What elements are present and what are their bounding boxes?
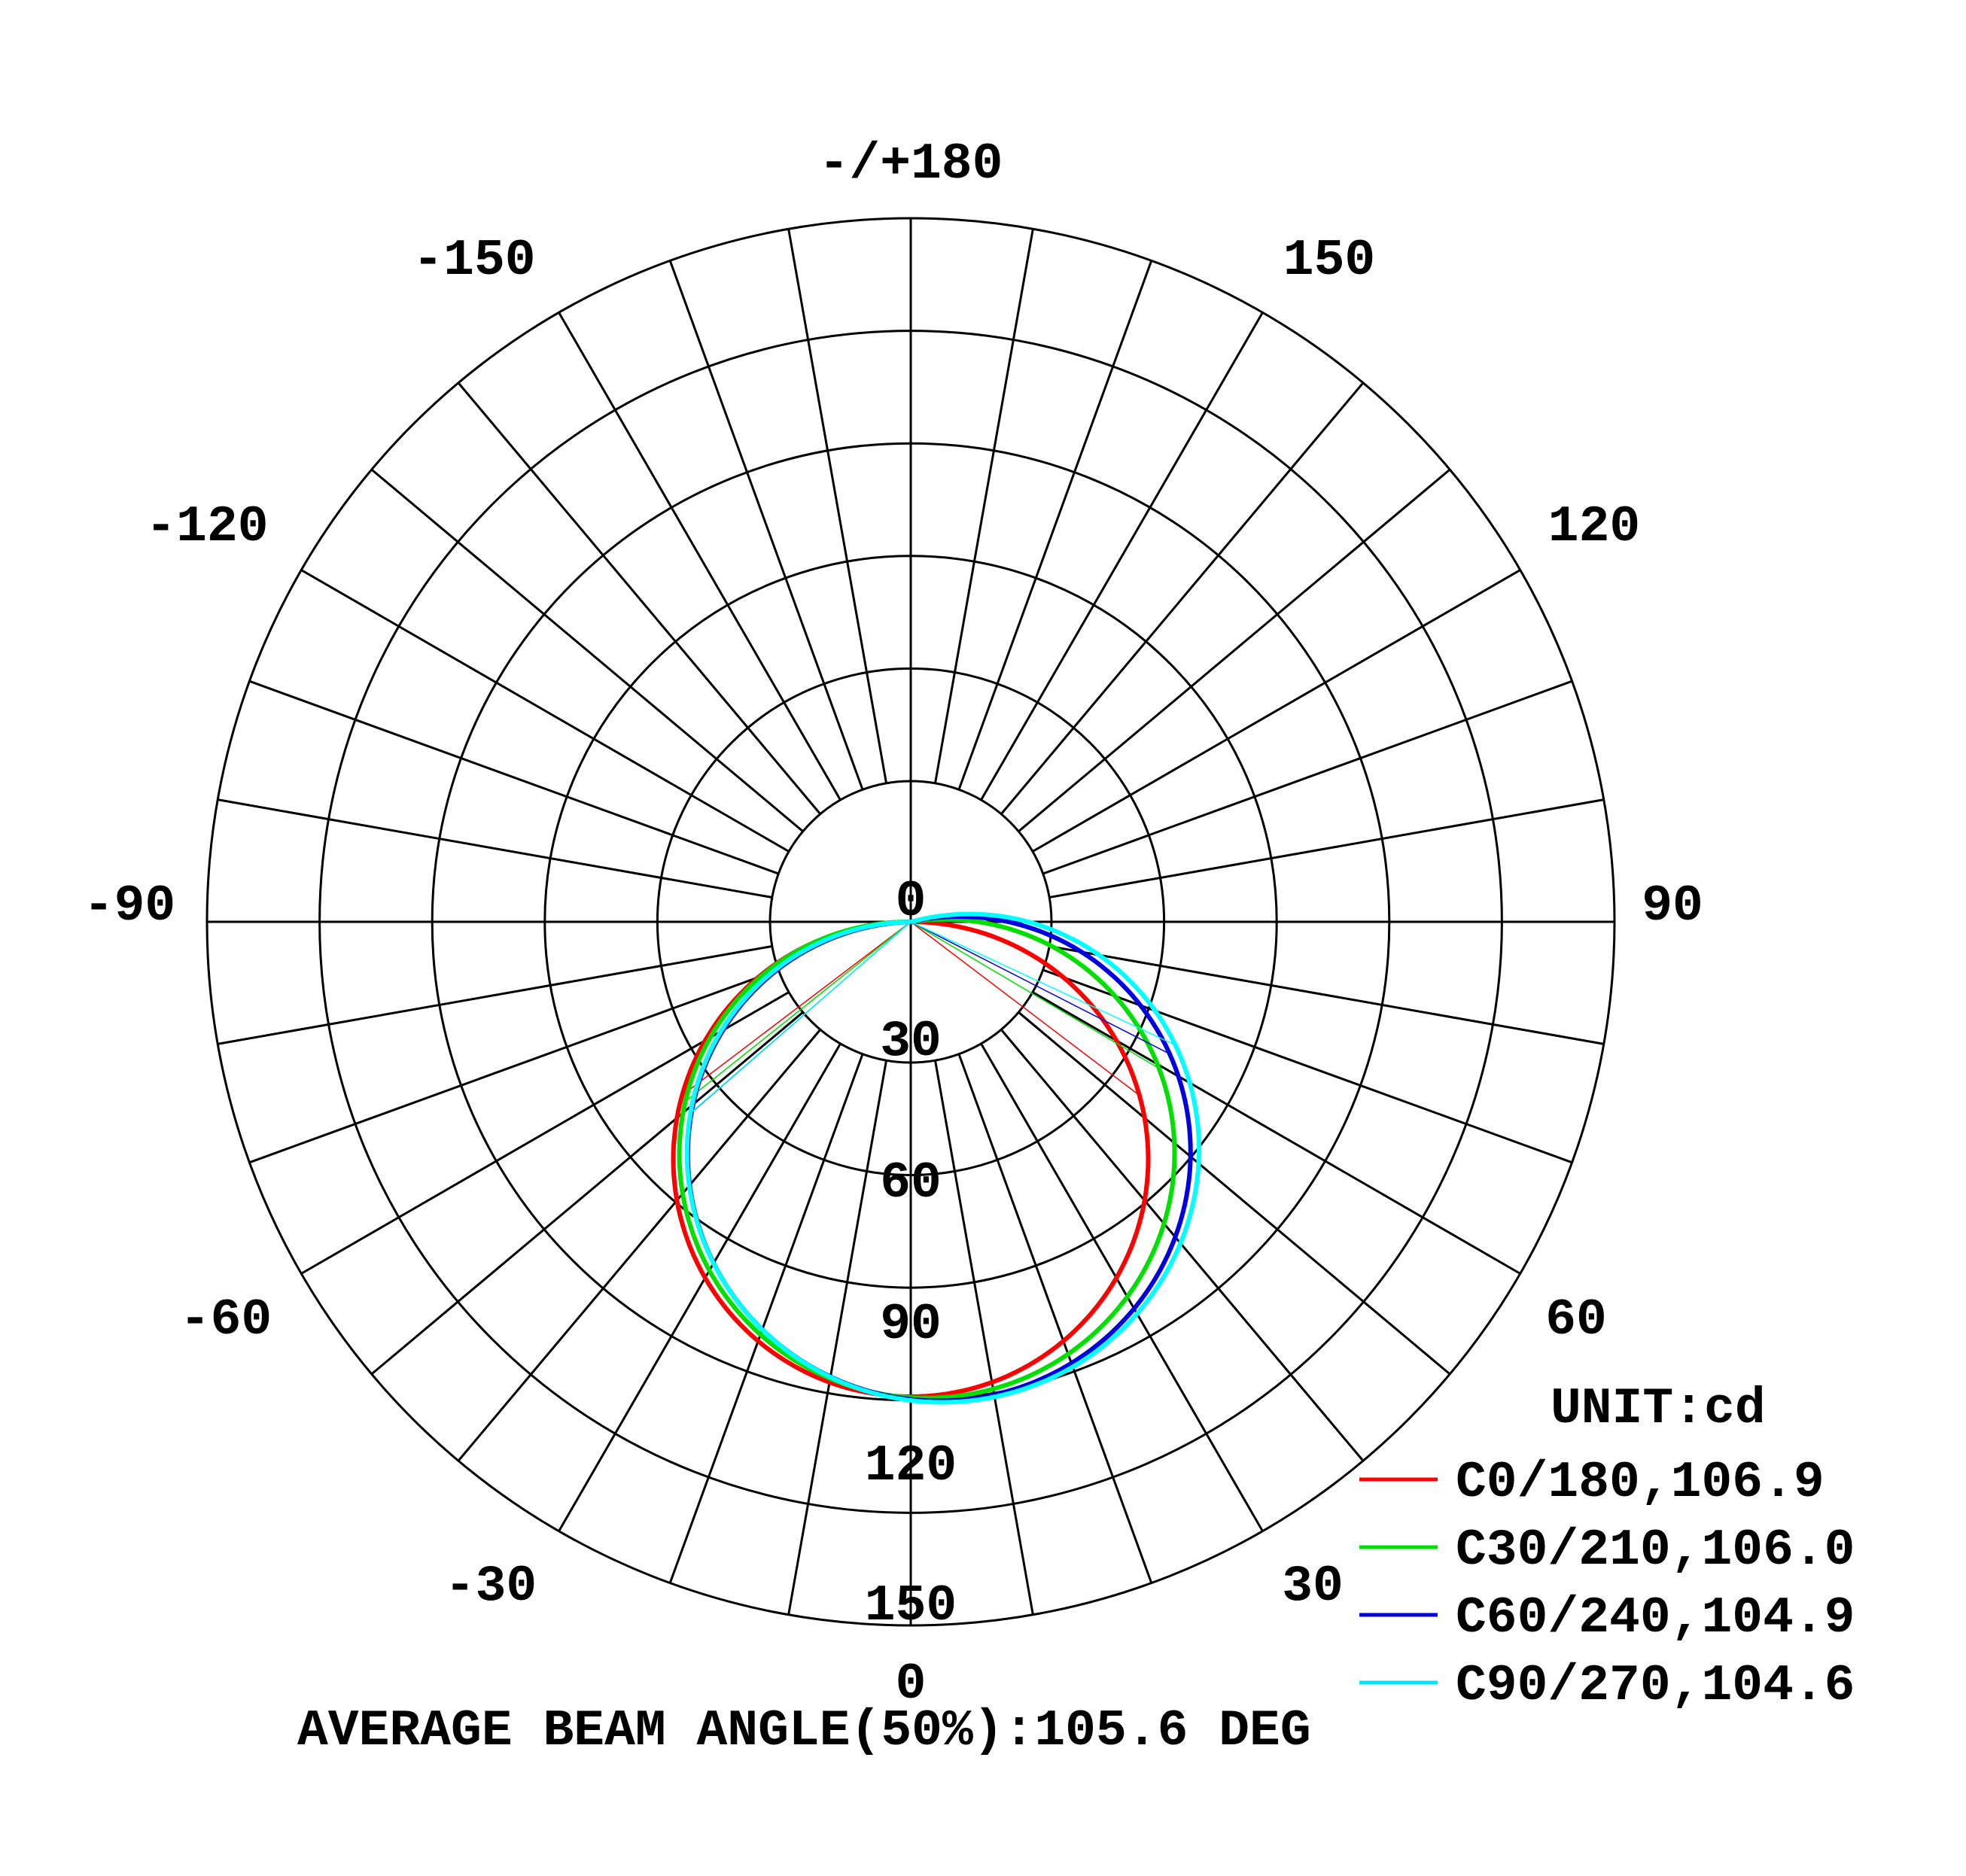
grid-spoke-130	[1018, 468, 1451, 832]
angle-label-90: 90	[1642, 877, 1703, 935]
grid-spoke-260	[217, 798, 773, 899]
beam-line-1-0	[685, 921, 911, 1102]
grid-spoke-280	[217, 944, 773, 1045]
angle-label-60: 60	[1545, 1291, 1607, 1349]
beam-line-2-1	[910, 921, 1170, 1055]
grid-spoke-80	[1048, 944, 1605, 1045]
beam-line-3-0	[689, 921, 911, 1114]
grid-spoke-330	[558, 1043, 841, 1532]
grid-spoke-310	[370, 1011, 804, 1376]
grid-spoke-340	[668, 1054, 864, 1584]
grid-spoke-200	[668, 260, 864, 790]
grid-spoke-220	[457, 382, 821, 815]
curve-series-3	[684, 911, 1201, 1405]
beam-line-0-0	[681, 921, 911, 1096]
legend-label-c90: C90/270,104.6	[1456, 1657, 1855, 1715]
grid-spoke-100	[1048, 798, 1605, 899]
beam-line-3-1	[910, 921, 1176, 1046]
radial-tick-30: 30	[880, 1013, 942, 1071]
legend-label-c30: C30/210,106.0	[1456, 1522, 1855, 1580]
grid-spoke-350	[787, 1060, 888, 1616]
radial-tick-150: 150	[865, 1577, 957, 1635]
intensity-curves	[671, 911, 1201, 1405]
unit-label: UNIT:cd	[1551, 1380, 1766, 1438]
grid-spoke-170	[933, 228, 1034, 784]
beam-angle-footer: AVERAGE BEAM ANGLE(50%):105.6 DEG	[297, 1702, 1311, 1760]
grid-spoke-50	[1018, 1011, 1451, 1376]
angle-label-180: -/+180	[819, 135, 1003, 193]
beam-line-1-1	[910, 921, 1160, 1069]
grid-spoke-10	[933, 1060, 1034, 1616]
grid-spoke-40	[1000, 1029, 1365, 1462]
radial-tick-120: 120	[865, 1437, 957, 1495]
grid-spoke-150	[980, 312, 1264, 801]
curve-series-1	[677, 917, 1177, 1400]
grid-spoke-240	[300, 569, 790, 853]
angle-label-neg30: -30	[445, 1558, 537, 1616]
legend-label-c0: C0/180,106.9	[1456, 1454, 1824, 1512]
legend-label-c60: C60/240,104.9	[1456, 1589, 1855, 1647]
grid-spoke-250	[248, 680, 779, 875]
grid-spoke-120	[1032, 569, 1521, 853]
beam-line-0-1	[910, 921, 1140, 1096]
grid-spoke-160	[957, 260, 1153, 790]
grid-spoke-140	[1000, 382, 1365, 815]
angle-label-150: 150	[1283, 232, 1375, 290]
grid-spoke-230	[370, 468, 804, 832]
angle-label-neg120: -120	[145, 498, 268, 556]
grid-spoke-210	[558, 312, 841, 801]
legend: UNIT:cd C0/180,106.9 C30/210,106.0 C60/2…	[1359, 1380, 1855, 1715]
grid-spoke-30	[980, 1043, 1264, 1532]
angle-label-120: 120	[1548, 498, 1640, 556]
radial-tick-60: 60	[880, 1154, 942, 1212]
radial-tick-90: 90	[880, 1296, 942, 1354]
grid-spoke-290	[248, 968, 779, 1164]
grid-spoke-70	[1042, 968, 1573, 1164]
radial-tick-0: 0	[896, 873, 927, 931]
grid-spoke-110	[1042, 680, 1573, 875]
angle-label-30: 30	[1282, 1558, 1344, 1616]
angle-label-neg90: -90	[84, 877, 175, 935]
grid-spoke-320	[457, 1029, 821, 1462]
grid-spoke-190	[787, 228, 888, 784]
angle-label-0: 0	[896, 1656, 927, 1713]
angle-label-neg60: -60	[180, 1291, 272, 1349]
angle-label-neg150: -150	[412, 232, 535, 290]
grid-spoke-20	[957, 1054, 1153, 1584]
